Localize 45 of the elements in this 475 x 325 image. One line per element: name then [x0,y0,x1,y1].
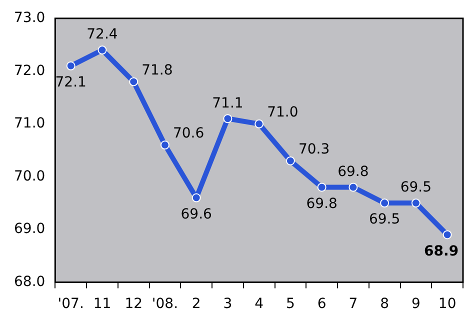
x-tick-label: 12 [124,296,143,312]
data-label: 70.6 [172,126,204,142]
point [411,198,420,208]
data-label: 71.8 [142,62,173,78]
point [348,182,358,192]
data-label: 71.0 [267,104,298,121]
x-tick-label: 6 [317,296,326,312]
data-label: 70.3 [298,141,330,158]
point [129,77,138,86]
x-tick-label: 4 [254,296,264,312]
data-label: 69.6 [180,206,212,222]
data-label: 71.1 [212,95,244,112]
data-label: 69.5 [368,212,400,228]
x-tick-label: 8 [380,296,390,312]
x-tick-label: 5 [286,296,295,312]
x-tick-label: 3 [223,296,232,312]
y-tick-label: 72.0 [14,62,46,79]
point [380,198,390,208]
point [254,119,264,128]
point [223,114,232,124]
point [160,140,170,150]
y-tick-label: 69.0 [14,221,46,238]
data-label: 69.8 [338,164,369,180]
x-tick-label: 7 [348,296,358,312]
point [98,46,107,55]
point [317,182,326,192]
data-label: 69.8 [306,196,338,212]
data-label: 69.5 [400,180,432,196]
y-tick-label: 70.0 [14,168,46,184]
x-tick-label: 9 [411,296,420,312]
x-tick-label: 10 [438,296,456,312]
point [66,61,76,70]
y-tick-label: 68.0 [14,274,46,290]
point [192,193,201,202]
point [442,230,452,240]
y-tick-label: 73.0 [14,10,46,26]
data-label: 72.4 [86,26,118,43]
data-label: 68.9 [424,243,459,260]
point [286,156,295,166]
x-tick-label: 2 [192,296,201,312]
x-tick-label: 11 [93,296,112,312]
data-label: 72.1 [55,74,86,91]
x-tick-label: '07. [58,296,84,312]
y-tick-label: 71.0 [14,116,46,132]
x-tick-label: '08. [152,296,178,312]
